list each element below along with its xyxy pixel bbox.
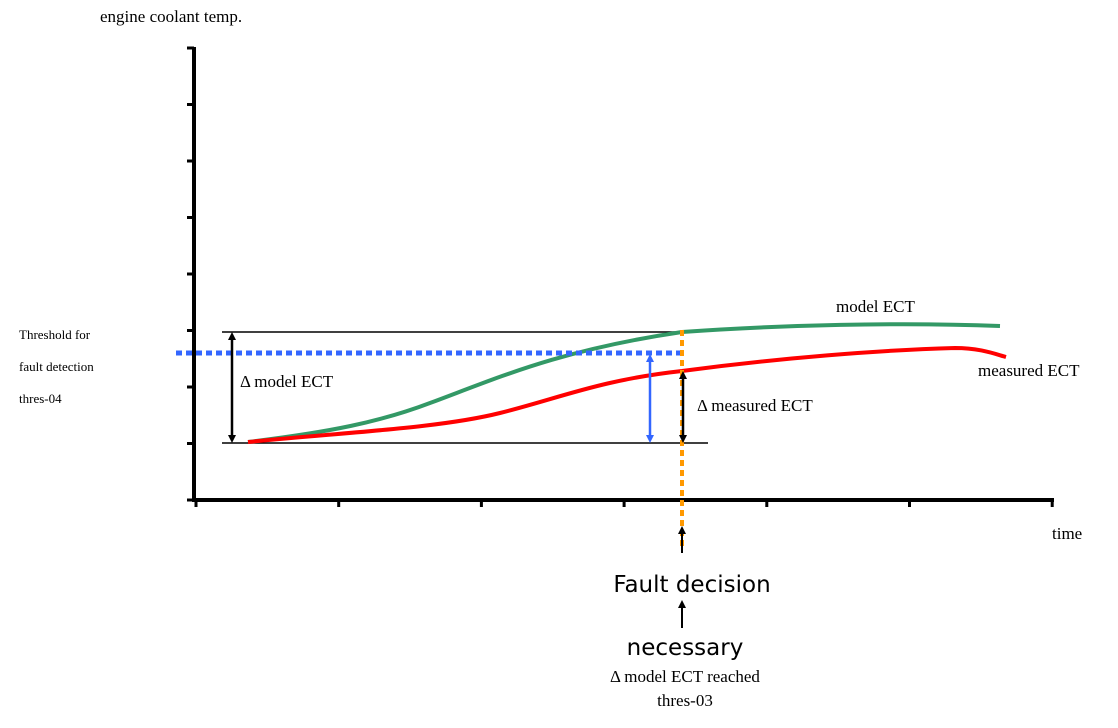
model-ect-curve: [247, 322, 1001, 444]
delta-model-label: Δ model ECT: [240, 372, 334, 391]
reached-label: Δ model ECT reached: [610, 667, 760, 686]
threshold-label-3: thres-04: [19, 391, 62, 406]
threshold-label-1: Threshold for: [19, 327, 91, 342]
thres-03-label: thres-03: [657, 691, 713, 710]
threshold-label-2: fault detection: [19, 359, 94, 374]
measured-ect-label: measured ECT: [978, 361, 1080, 380]
x-axis-label: time: [1052, 524, 1082, 543]
y-axis-label: engine coolant temp.: [100, 7, 242, 26]
x-axis-ticks: [194, 500, 1054, 507]
delta-measured-label: Δ measured ECT: [697, 396, 813, 415]
model-ect-label: model ECT: [836, 297, 915, 316]
y-axis-ticks: [187, 46, 194, 502]
fault-decision-label: Fault decision: [613, 572, 770, 598]
measured-ect-curve: [247, 345, 1007, 444]
necessary-label: necessary: [627, 635, 744, 661]
